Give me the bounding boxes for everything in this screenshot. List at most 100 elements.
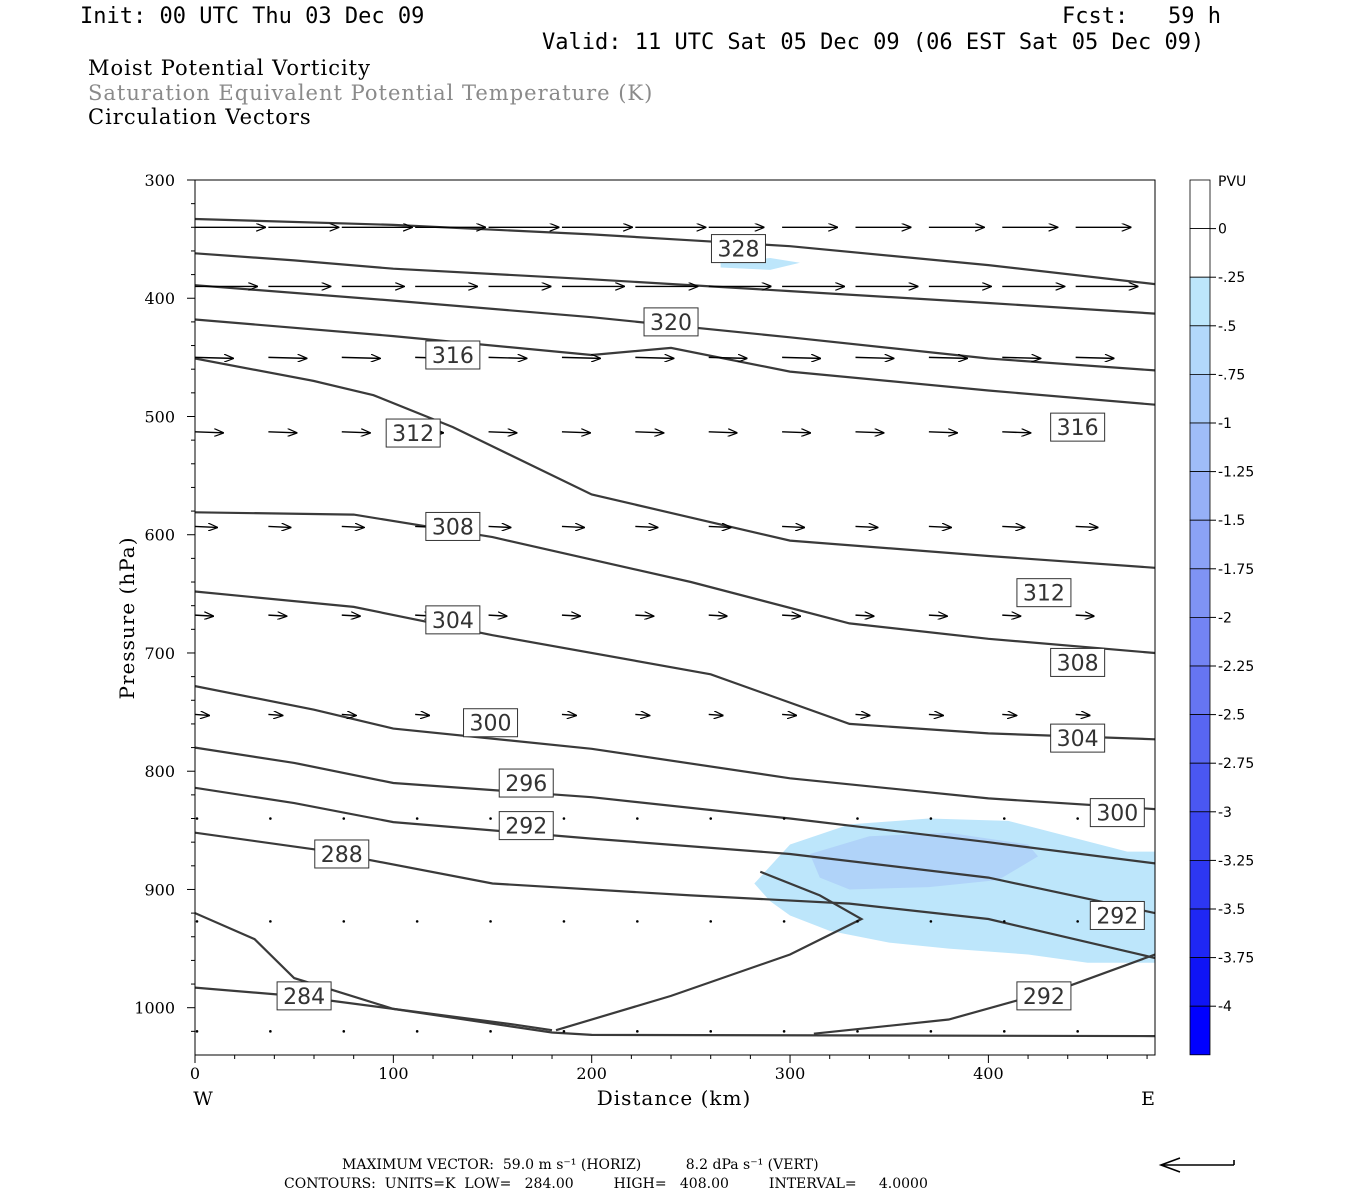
circulation-vector (268, 526, 290, 527)
vector-dot (195, 920, 199, 923)
colorbar-swatch (1189, 228, 1211, 278)
vector-dot (342, 1030, 346, 1033)
y-tick-label: 400 (144, 289, 175, 308)
y-tick-label: 900 (144, 880, 175, 899)
vector-dot (709, 1030, 713, 1033)
contour-label: 320 (650, 311, 692, 336)
circulation-vector (268, 432, 296, 433)
contour-label-box (385, 418, 441, 448)
circulation-vector (1002, 432, 1030, 433)
contour-label: 292 (1096, 904, 1138, 929)
colorbar-swatch (1189, 179, 1211, 229)
colorbar-swatch (1189, 276, 1211, 327)
colorbar-label: -3.75 (1218, 951, 1254, 967)
circulation-vector (635, 714, 649, 715)
vector-dot (415, 1030, 419, 1033)
vector-dot (929, 1030, 933, 1033)
circulation-vector (855, 714, 869, 715)
colorbar-label: -1.75 (1218, 562, 1254, 578)
vector-dot (342, 920, 346, 923)
vector-dot (929, 817, 933, 820)
west-label: W (193, 1088, 213, 1110)
circulation-vector (782, 432, 810, 433)
contour-label-box (1016, 981, 1072, 1011)
colorbar-swatch (1189, 471, 1211, 521)
circulation-vector (488, 526, 511, 527)
circulation-vector (341, 714, 356, 715)
circulation-vector (1002, 357, 1040, 358)
contour-label: 300 (1096, 802, 1138, 827)
circulation-vector (782, 357, 820, 358)
contour-label: 300 (470, 712, 512, 737)
y-tick-label: 300 (144, 171, 175, 190)
contour-label-box (425, 605, 481, 635)
vector-dot (636, 1030, 639, 1033)
colorbar-swatch (1189, 811, 1211, 861)
vector-dot (1076, 1030, 1079, 1033)
vector-dot (1076, 817, 1079, 820)
plot-frame (194, 179, 1156, 1056)
vector-dot (415, 817, 419, 820)
contour-label: 288 (321, 843, 363, 868)
circulation-vector (268, 357, 306, 358)
circulation-vector (708, 615, 727, 616)
y-tick-label: 600 (144, 526, 175, 545)
contour-label-box (1050, 647, 1106, 677)
circulation-vector (341, 432, 370, 433)
circulation-vector (782, 714, 796, 715)
circulation-vector (782, 615, 800, 616)
circulation-vector (1075, 526, 1098, 527)
colorbar-swatch (1189, 617, 1211, 667)
mpv-shade-core (809, 832, 1038, 890)
circulation-vector (195, 357, 233, 358)
contour-label-box (1050, 412, 1106, 442)
circulation-vector (855, 615, 873, 616)
colorbar-swatch (1189, 1005, 1211, 1056)
reference-vector-arrow (1158, 1157, 1235, 1173)
vector-dot (782, 817, 786, 820)
colorbar-label: -1.5 (1218, 513, 1245, 529)
contour-label: 304 (432, 609, 474, 634)
theta-contour-328 (195, 252, 1155, 315)
contour-label: 284 (283, 985, 325, 1010)
vector-dot (562, 920, 566, 923)
contour-label: 316 (432, 344, 474, 369)
vector-dot (782, 1030, 786, 1033)
circulation-vector (928, 615, 947, 616)
vector-dot (415, 920, 419, 923)
circulation-vector (488, 615, 507, 616)
circulation-vector (1002, 615, 1020, 616)
circulation-vector (341, 357, 380, 358)
colorbar-label: -1 (1218, 416, 1232, 432)
contour-label-box (425, 511, 481, 541)
circulation-vector (1075, 357, 1114, 358)
circulation-vector (635, 432, 663, 433)
y-tick-label: 1000 (134, 999, 175, 1018)
vector-dot (856, 817, 859, 820)
contour-label: 304 (1057, 727, 1099, 752)
circulation-vector (268, 615, 286, 616)
y-tick-label: 700 (144, 644, 175, 663)
vector-dot (709, 920, 713, 923)
vector-dot (709, 817, 713, 820)
contour-label-box (1016, 578, 1072, 608)
vector-dot (1002, 920, 1006, 923)
contour-label: 308 (1057, 651, 1099, 676)
theta-contour-332 (195, 217, 1155, 286)
contour-label-box (463, 708, 519, 738)
circulation-vector (635, 615, 653, 616)
vector-dot (342, 817, 346, 820)
contour-label-box (498, 811, 554, 841)
colorbar-label: -.5 (1218, 319, 1236, 335)
y-axis-label: Pressure (hPa) (115, 537, 139, 700)
y-tick-label: 800 (144, 762, 175, 781)
contour-label-box (1089, 900, 1145, 930)
circulation-vector (1075, 714, 1090, 715)
init-time: Init: 00 UTC Thu 03 Dec 09 (80, 4, 425, 29)
circulation-vector (341, 526, 364, 527)
theta-contour-292 (195, 831, 1155, 960)
colorbar-swatch (1189, 860, 1211, 910)
vector-dot (562, 817, 566, 820)
vector-dot (195, 817, 199, 820)
colorbar-swatch (1189, 519, 1211, 570)
